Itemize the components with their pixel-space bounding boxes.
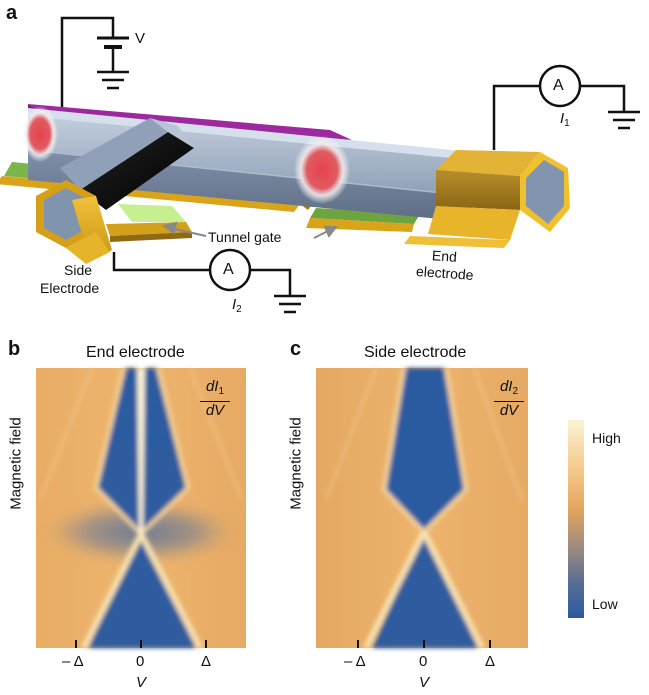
panel-c-xtick-zero: 0: [419, 653, 428, 670]
ammeter-1-symbol: A: [553, 77, 564, 94]
panel-c-derivative-label: dI2 dV: [494, 378, 524, 420]
panel-b-xtick-zero: 0: [136, 653, 145, 670]
panel-b-letter: b: [8, 338, 21, 360]
panel-b-derivative-label: dI1 dV: [200, 378, 230, 420]
side-electrode: [36, 180, 112, 264]
colorbar-high-label: High: [592, 430, 621, 446]
panel-b-xtick-neg-delta: – Δ: [62, 653, 84, 670]
panel-c-title: Side electrode: [364, 344, 467, 361]
end-electrode: [404, 150, 570, 248]
panel-c-xlabel: V: [419, 674, 430, 691]
ammeter-2-symbol: A: [223, 261, 234, 278]
side-electrode-label-2: Electrode: [40, 280, 100, 296]
panel-b-title: End electrode: [86, 344, 185, 361]
voltage-source: [60, 16, 129, 108]
nanowire-side: [60, 118, 194, 210]
side-electrode-label-1: Side: [64, 262, 93, 278]
voltage-label: V: [135, 30, 146, 47]
panel-b-xlabel: V: [136, 674, 147, 691]
tunnel-gate-pad: [118, 204, 186, 222]
panel-a-letter: a: [6, 2, 18, 24]
panel-c-xtick-delta: Δ: [485, 653, 496, 670]
current-1-label: I1: [560, 110, 570, 129]
end-majorana-glow: [294, 136, 350, 204]
panel-c-xtick-neg-delta: – Δ: [344, 653, 366, 670]
colorbar-low-label: Low: [592, 596, 618, 612]
tunnel-gate-label: Tunnel gate: [208, 229, 282, 245]
magnetic-layer: [28, 104, 352, 140]
current-2-label: I2: [232, 296, 242, 315]
panel-c-letter: c: [290, 338, 302, 360]
panel-b-xtick-delta: Δ: [201, 653, 212, 670]
